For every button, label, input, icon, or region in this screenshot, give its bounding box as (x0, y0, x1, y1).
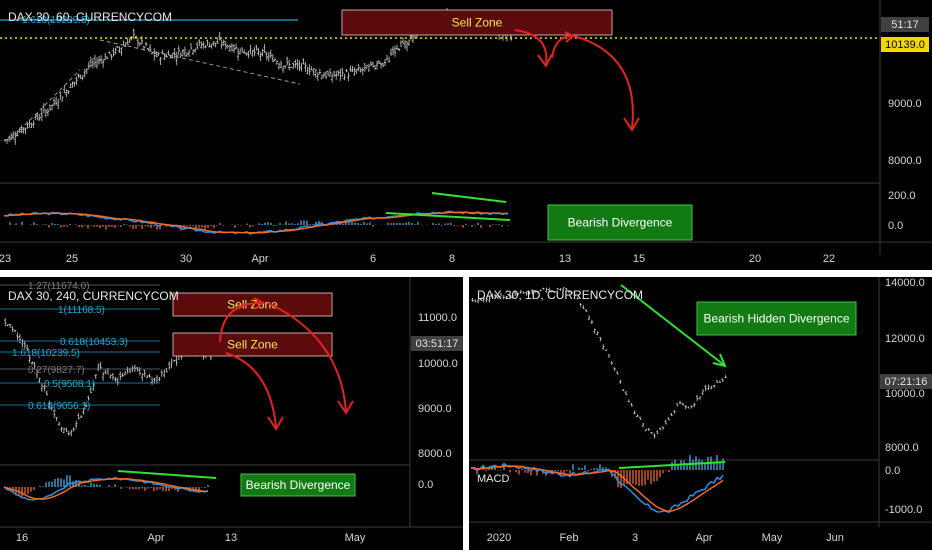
p2-divergence-box (240, 473, 356, 497)
down-arrow-1-head (537, 53, 553, 68)
x-tick-label: 6 (370, 253, 376, 265)
countdown-badge (411, 336, 463, 351)
indicator-name: MACD (477, 473, 509, 485)
p2-sell-zone-upper-box (172, 292, 333, 317)
countdown-badge (880, 374, 932, 389)
x-tick-label: Apr (695, 532, 712, 544)
x-tick-label: Apr (251, 253, 268, 265)
up-arrow (551, 35, 573, 59)
countdown-badge (881, 17, 929, 32)
chart-panel-1d[interactable]: Bearish Hidden Divergence MACD DAX 30, 1D,… (469, 277, 932, 550)
p2-signal-line (3, 478, 209, 500)
fib-label: 1.618(10239.5) (22, 15, 90, 26)
trendline (99, 39, 301, 85)
divergence-line-top (431, 192, 507, 203)
chart-240-svg[interactable]: 1.27(11674.0) 1(11168.5) 0.618(10453.3)1.6… (0, 277, 463, 550)
chart-title: DAX 30, 240, CURRENCYCOM (8, 289, 179, 303)
x-tick-label: 30 (180, 253, 192, 265)
divergence-arrow-head (712, 353, 727, 368)
down-arrow-1 (225, 352, 277, 428)
y-tick-label: 8000.0 (418, 448, 452, 460)
p1-sell-zone-box (341, 9, 613, 36)
chart-title: DAX 30, 1D, CURRENCYCOM (477, 288, 643, 302)
countdown-label: 07:21:16 (885, 376, 928, 388)
x-tick-label: 22 (823, 253, 835, 265)
price-badge (881, 37, 929, 52)
y-tick-label: 14000.0 (885, 277, 925, 289)
p2-sell-zone-lower-label: Sell Zone (227, 338, 278, 352)
x-tick-label: 16 (16, 532, 28, 544)
p3-divergence-label: Bearish Hidden Divergence (703, 312, 849, 326)
p1-signal-line (3, 211, 509, 234)
y-tick-label: 11000.0 (418, 312, 457, 324)
countdown-label: 51:17 (891, 19, 919, 31)
y-tick-label: 9000.0 (418, 403, 452, 415)
y-tick-label: 12000.0 (885, 333, 925, 345)
x-tick-label: 20 (749, 253, 761, 265)
y-tick-label: 8000.0 (885, 442, 919, 454)
down-arrow-2 (267, 302, 347, 412)
fib-label: 0.5(9508.1) (44, 379, 95, 390)
indicator-tick-label: 0.0 (418, 479, 433, 491)
trendline (9, 69, 81, 141)
p1-divergence-box (547, 204, 693, 241)
countdown-label: 03:51:17 (416, 338, 459, 350)
x-tick-label: Feb (560, 532, 579, 544)
chart-panel-240[interactable]: 1.27(11674.0) 1(11168.5) 0.618(10453.3) 1.6… (0, 277, 463, 550)
x-tick-label: 23 (0, 253, 11, 265)
indicator-tick-label: 0.0 (885, 465, 900, 477)
x-tick-label: 13 (559, 253, 571, 265)
price-label: 10139.0 (885, 39, 925, 51)
y-tick-label: 8000.0 (888, 155, 922, 167)
chart-title: DAX 30, 60, CURRENCYCOM (8, 10, 172, 24)
fib-label: 0.618(9056.1) (28, 401, 90, 412)
p2-divergence-label: Bearish Divergence (246, 478, 351, 492)
down-arrow-2-head (623, 117, 640, 132)
up-arrow-head (253, 297, 265, 310)
x-tick-label: Jun (826, 532, 844, 544)
indicator-tick-label: 0.0 (888, 220, 903, 232)
p3-divergence-box (696, 301, 857, 336)
up-arrow-head (564, 31, 575, 43)
chart-60-svg[interactable]: 1.618(10239.5) Sell Zone Bearish Divergenc… (0, 0, 932, 270)
indicator-tick-label: -1000.0 (885, 504, 922, 516)
chart-panel-60[interactable]: 1.618(10239.5) Sell Zone Bearish Divergenc… (0, 0, 932, 270)
x-tick-label: 3 (632, 532, 638, 544)
indicator-tick-label: 200.0 (888, 190, 916, 202)
x-tick-label: May (345, 532, 366, 544)
x-tick-label: 8 (449, 253, 455, 265)
p1-divergence-label: Bearish Divergence (568, 216, 673, 230)
down-arrow-2-head (337, 400, 354, 415)
divergence-line-bottom (385, 212, 511, 221)
divergence-arrow (620, 284, 725, 366)
y-tick-label: 10000.0 (885, 388, 925, 400)
x-tick-label: Apr (147, 532, 164, 544)
down-arrow-1 (514, 29, 548, 65)
down-arrow-2 (573, 35, 634, 129)
fib-label: 0.618(10453.3) (60, 337, 128, 348)
chart-1d-svg[interactable]: Bearish Hidden Divergence MACD DAX 30, 1D,… (469, 277, 932, 550)
fib-label: 1(11168.5) (58, 305, 105, 316)
p2-sell-zone-lower-box (172, 332, 333, 357)
x-tick-label: 13 (225, 532, 237, 544)
fib-label: 1.27(11674.0) (28, 281, 90, 292)
macd-divergence-line (618, 461, 726, 469)
y-tick-label: 10000.0 (418, 358, 458, 370)
x-tick-label: May (762, 532, 783, 544)
y-tick-label: 9000.0 (888, 98, 922, 110)
up-arrow (219, 301, 263, 343)
p2-sell-zone-upper-label: Sell Zone (227, 298, 278, 312)
divergence-line (117, 470, 217, 479)
fib-label: 1.618(10239.5) (12, 348, 80, 359)
x-tick-label: 25 (66, 253, 78, 265)
fib-label: 0.27(9827.7) (28, 365, 85, 376)
p1-sell-zone-label: Sell Zone (452, 16, 503, 30)
x-tick-label: 15 (633, 253, 645, 265)
down-arrow-1-head (267, 416, 284, 431)
p3-signal-line (470, 465, 724, 513)
x-tick-label: 2020 (487, 532, 511, 544)
